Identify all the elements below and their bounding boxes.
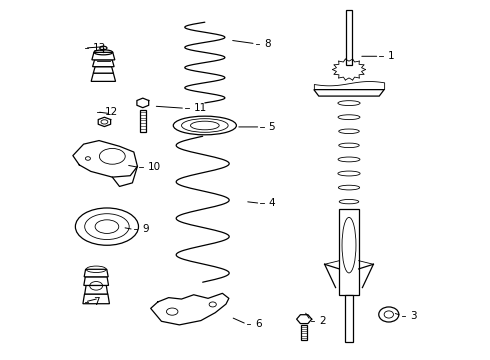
Text: 10: 10 — [147, 162, 161, 172]
Text: 13: 13 — [93, 43, 106, 53]
Polygon shape — [84, 269, 108, 277]
Polygon shape — [83, 294, 109, 304]
Polygon shape — [346, 10, 351, 65]
Polygon shape — [91, 73, 116, 81]
Text: 4: 4 — [269, 198, 275, 208]
Polygon shape — [301, 325, 307, 340]
Text: 3: 3 — [410, 311, 416, 320]
Text: 5: 5 — [269, 122, 275, 132]
Text: 11: 11 — [194, 103, 207, 113]
Text: 7: 7 — [93, 297, 99, 307]
Text: 2: 2 — [319, 316, 325, 325]
Polygon shape — [93, 60, 114, 67]
Polygon shape — [339, 209, 359, 296]
Text: 1: 1 — [388, 51, 394, 61]
Polygon shape — [93, 67, 113, 73]
Text: 8: 8 — [264, 39, 270, 49]
Polygon shape — [140, 110, 146, 132]
Text: 6: 6 — [255, 319, 262, 329]
Text: 12: 12 — [105, 107, 119, 117]
Polygon shape — [92, 52, 115, 60]
Polygon shape — [314, 90, 384, 96]
Polygon shape — [345, 296, 353, 342]
Polygon shape — [84, 277, 109, 285]
Polygon shape — [85, 285, 108, 294]
Text: 9: 9 — [142, 225, 148, 234]
